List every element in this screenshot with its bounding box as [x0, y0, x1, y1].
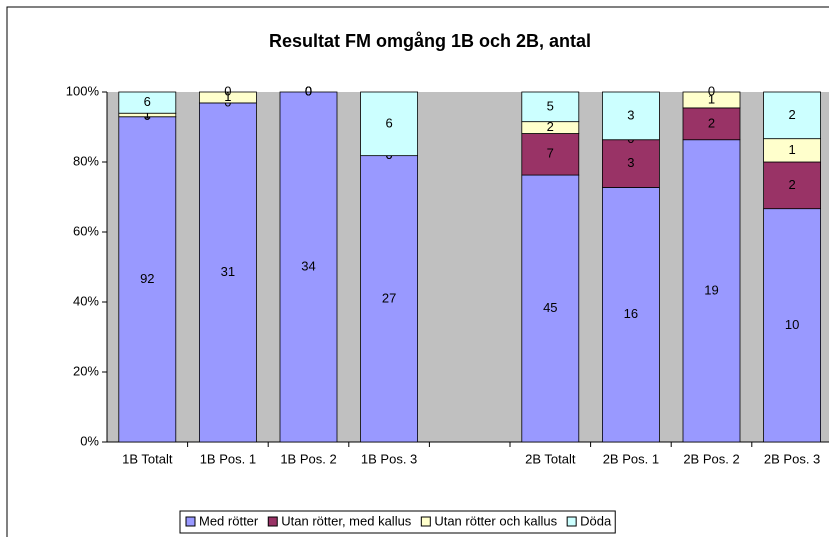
x-tick-label: 1B Pos. 3 — [361, 451, 417, 466]
data-label: 6 — [144, 94, 151, 109]
x-tick-label: 2B Pos. 3 — [764, 451, 820, 466]
bar-segment — [682, 91, 741, 109]
data-label: 1 — [224, 89, 231, 104]
x-tick-label: 1B Pos. 2 — [280, 451, 336, 466]
legend-label: Döda — [580, 513, 612, 528]
chart-title: Resultat FM omgång 1B och 2B, antal — [269, 31, 591, 51]
bar-segment — [118, 91, 177, 114]
legend: Med rötter Utan rötter, med kallus Utan rö… — [179, 510, 616, 534]
data-label: 2 — [788, 107, 795, 122]
data-label: 19 — [704, 282, 718, 297]
data-label: 92 — [140, 271, 154, 286]
bar-segment — [763, 91, 821, 140]
y-tick-label: 60% — [73, 223, 99, 238]
legend-swatch — [566, 516, 577, 527]
data-label: 0 — [305, 83, 312, 98]
bar-segment — [521, 91, 580, 123]
x-tick-label: 1B Totalt — [122, 451, 173, 466]
bar-segment — [682, 139, 741, 443]
data-label: 16 — [624, 306, 638, 321]
data-label: 2 — [708, 115, 715, 130]
data-label: 34 — [301, 258, 315, 273]
legend-swatch — [267, 516, 278, 527]
data-label: 3 — [627, 155, 634, 170]
bar-segment — [360, 155, 419, 443]
data-label: 6 — [385, 115, 392, 130]
legend-box — [179, 510, 616, 534]
legend-label: Utan rötter och kallus — [434, 513, 557, 528]
x-tick-label: 1B Pos. 1 — [200, 451, 256, 466]
bar-segment — [198, 102, 257, 443]
data-label: 2 — [788, 177, 795, 192]
bar-segment — [198, 91, 257, 104]
bar-segment — [360, 91, 419, 157]
data-label: 7 — [547, 146, 554, 161]
data-label: 5 — [547, 98, 554, 113]
x-tick-label: 2B Totalt — [525, 451, 576, 466]
y-tick-label: 40% — [73, 293, 99, 308]
data-label: 27 — [382, 290, 396, 305]
data-label: 0 — [305, 83, 312, 98]
bar-segment — [602, 91, 660, 141]
bar-segment — [763, 208, 821, 443]
data-label: 0 — [224, 83, 231, 98]
data-label: 2 — [547, 119, 554, 134]
data-label: 0 — [305, 83, 312, 98]
y-tick-label: 20% — [73, 363, 99, 378]
data-label: 1 — [144, 106, 151, 121]
bar-segment — [521, 133, 580, 176]
data-label: 1 — [708, 91, 715, 106]
bar-segment — [763, 161, 821, 210]
bar-segment — [521, 174, 580, 443]
data-label: 45 — [543, 300, 557, 315]
data-label: 10 — [785, 317, 799, 332]
x-tick-label: 2B Pos. 1 — [603, 451, 659, 466]
legend-label: Utan rötter, med kallus — [281, 513, 412, 528]
y-tick-label: 0% — [80, 433, 99, 448]
x-tick-label: 2B Pos. 2 — [683, 451, 739, 466]
y-tick-label: 80% — [73, 153, 99, 168]
data-label: 1 — [788, 142, 795, 157]
data-label: 3 — [627, 107, 634, 122]
data-label: 0 — [708, 83, 715, 98]
legend-swatch — [420, 516, 431, 527]
y-tick-label: 100% — [66, 83, 100, 98]
data-label: 31 — [221, 264, 235, 279]
bar-segment — [118, 116, 177, 443]
legend-swatch — [185, 516, 196, 527]
legend-label: Med rötter — [199, 513, 259, 528]
bar-segment — [279, 91, 338, 443]
